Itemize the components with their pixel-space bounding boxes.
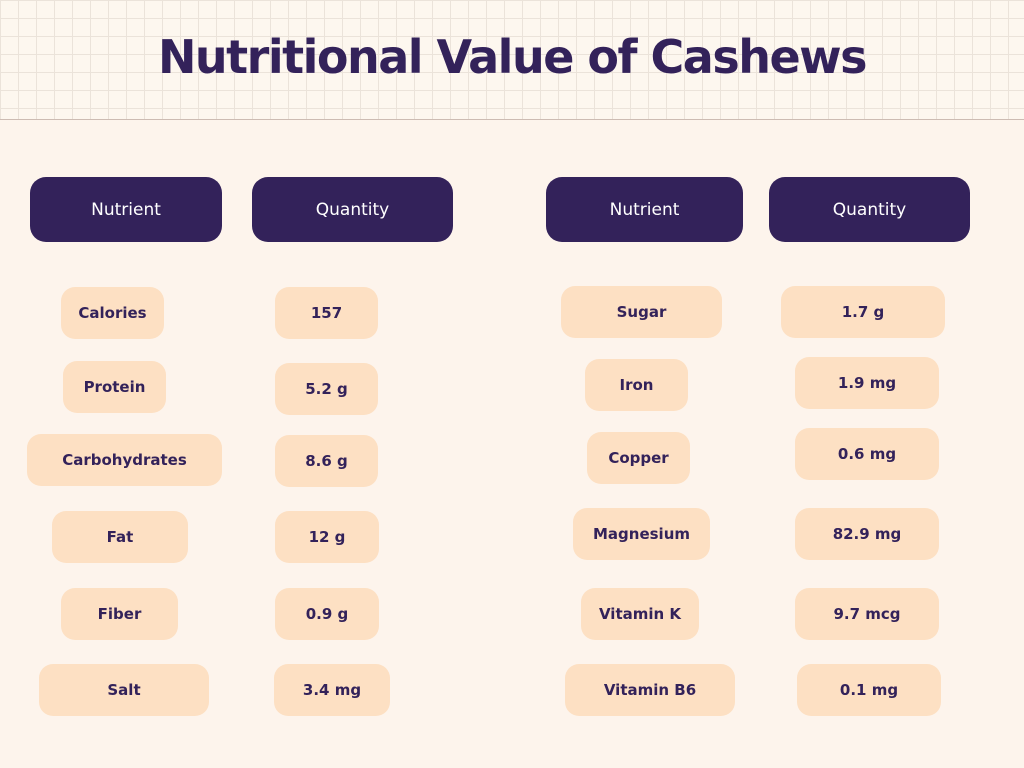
left-nutrient-cell: Fiber xyxy=(61,588,178,640)
left-quantity-cell: 157 xyxy=(275,287,378,339)
right-quantity-cell: 1.9 mg xyxy=(795,357,939,409)
left-nutrient-cell: Carbohydrates xyxy=(27,434,222,486)
header-banner xyxy=(0,0,1024,120)
left-quantity-cell: 8.6 g xyxy=(275,435,378,487)
right-nutrient-cell: Copper xyxy=(587,432,690,484)
right-nutrient-cell: Iron xyxy=(585,359,688,411)
right-quantity-cell: 9.7 mcg xyxy=(795,588,939,640)
left-quantity-cell: 5.2 g xyxy=(275,363,378,415)
right-nutrient-cell: Vitamin K xyxy=(581,588,699,640)
right-nutrient-cell: Magnesium xyxy=(573,508,710,560)
right-quantity-cell: 82.9 mg xyxy=(795,508,939,560)
right-quantity-cell: 1.7 g xyxy=(781,286,945,338)
left-nutrient-cell: Salt xyxy=(39,664,209,716)
left-quantity-cell: 12 g xyxy=(275,511,379,563)
right-nutrient-cell: Vitamin B6 xyxy=(565,664,735,716)
page-title: Nutritional Value of Cashews xyxy=(157,30,868,84)
left-header-nutrient: Nutrient xyxy=(30,177,222,242)
left-quantity-cell: 0.9 g xyxy=(275,588,379,640)
left-nutrient-cell: Calories xyxy=(61,287,164,339)
right-header-quantity: Quantity xyxy=(769,177,970,242)
left-nutrient-cell: Protein xyxy=(63,361,166,413)
left-nutrient-cell: Fat xyxy=(52,511,188,563)
right-header-nutrient: Nutrient xyxy=(546,177,743,242)
left-quantity-cell: 3.4 mg xyxy=(274,664,390,716)
right-nutrient-cell: Sugar xyxy=(561,286,722,338)
right-quantity-cell: 0.6 mg xyxy=(795,428,939,480)
left-header-quantity: Quantity xyxy=(252,177,453,242)
right-quantity-cell: 0.1 mg xyxy=(797,664,941,716)
